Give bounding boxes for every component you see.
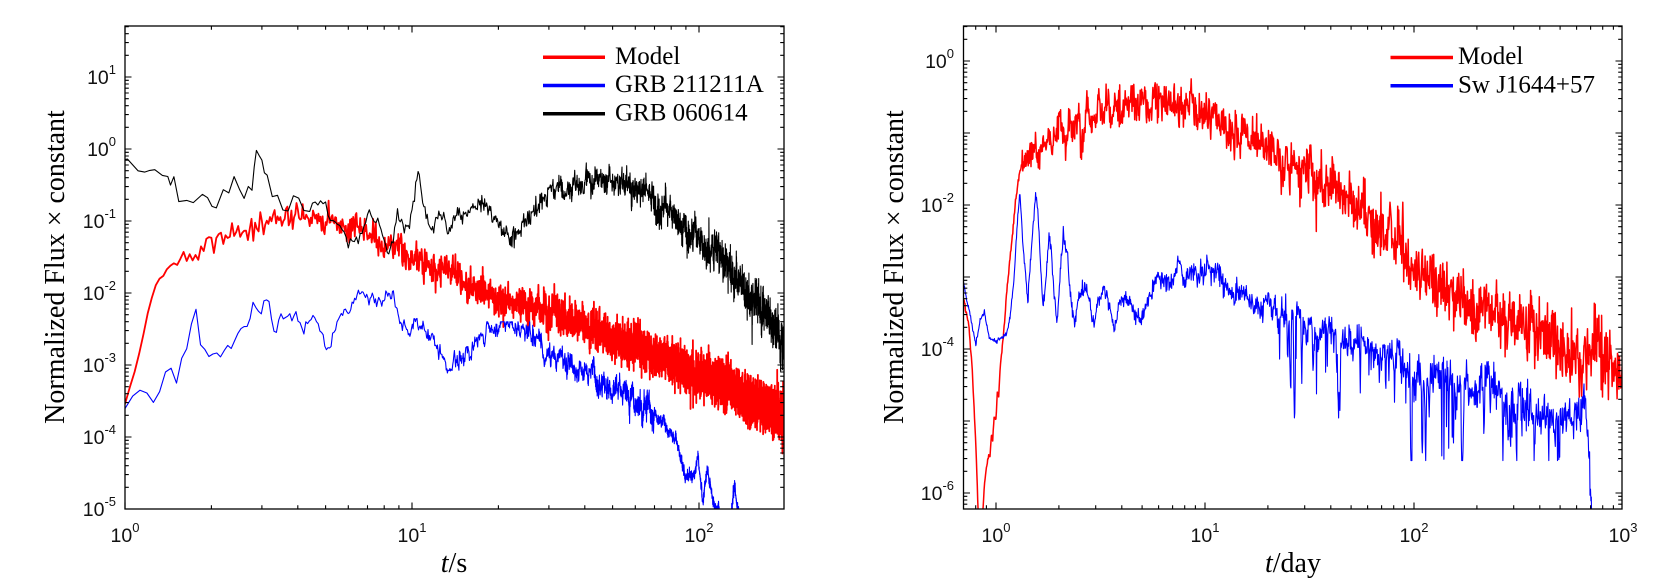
svg-text:10-2: 10-2 xyxy=(921,190,954,217)
svg-text:Sw J1644+57: Sw J1644+57 xyxy=(1458,71,1595,98)
svg-text:10-5: 10-5 xyxy=(83,494,116,521)
svg-text:10-2: 10-2 xyxy=(83,278,116,305)
svg-text:101: 101 xyxy=(398,520,427,547)
svg-text:10-4: 10-4 xyxy=(83,422,116,449)
svg-text:10-3: 10-3 xyxy=(83,350,116,377)
svg-text:102: 102 xyxy=(685,520,714,547)
svg-text:102: 102 xyxy=(1400,520,1429,547)
svg-text:Model: Model xyxy=(615,43,680,70)
svg-text:10-1: 10-1 xyxy=(83,206,116,233)
svg-text:100: 100 xyxy=(87,134,116,161)
svg-text:101: 101 xyxy=(87,62,116,89)
svg-text:GRB 060614: GRB 060614 xyxy=(615,99,748,126)
svg-text:10-6: 10-6 xyxy=(921,478,954,505)
svg-text:t/day: t/day xyxy=(1265,548,1321,579)
svg-text:10-4: 10-4 xyxy=(921,334,954,361)
svg-text:101: 101 xyxy=(1191,520,1220,547)
svg-text:t/s: t/s xyxy=(441,548,467,579)
svg-text:103: 103 xyxy=(1609,520,1638,547)
svg-text:Normalized Flux × constant: Normalized Flux × constant xyxy=(40,110,71,424)
svg-text:Model: Model xyxy=(1458,43,1523,70)
svg-text:100: 100 xyxy=(982,520,1011,547)
svg-text:Normalized Flux × constant: Normalized Flux × constant xyxy=(879,110,910,424)
svg-text:100: 100 xyxy=(925,46,954,73)
svg-text:100: 100 xyxy=(111,520,140,547)
svg-text:GRB 211211A: GRB 211211A xyxy=(615,71,764,98)
